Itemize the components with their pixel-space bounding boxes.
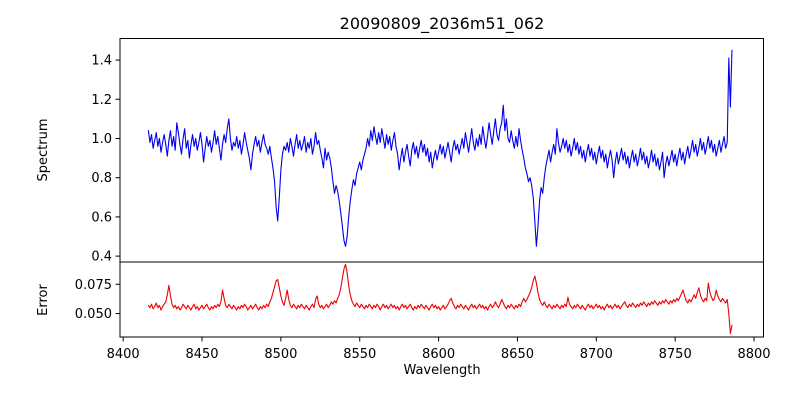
y-axis-label-spectrum: Spectrum xyxy=(36,119,51,182)
x-tick-label: 8750 xyxy=(659,347,692,362)
chart-title: 20090809_2036m51_062 xyxy=(340,14,545,34)
spectrum-line xyxy=(147,49,733,247)
spectrum-y-tick-label: 0.4 xyxy=(91,250,112,265)
x-tick-label: 8700 xyxy=(580,347,613,362)
spectrum-y-tick-label: 1.4 xyxy=(91,54,112,69)
spectrum-y-tick-label: 1.0 xyxy=(91,132,112,147)
error-y-tick-label: 0.050 xyxy=(75,307,112,322)
error-axes-frame xyxy=(119,261,764,338)
spectrum-y-tick-label: 1.2 xyxy=(91,93,112,108)
error-y-tick-label: 0.075 xyxy=(75,278,112,293)
x-tick-label: 8450 xyxy=(185,347,218,362)
x-tick-label: 8650 xyxy=(501,347,534,362)
x-tick-label: 8800 xyxy=(737,347,770,362)
x-tick-label: 8550 xyxy=(343,347,376,362)
spectrum-y-tick-label: 0.8 xyxy=(91,171,112,186)
error-line xyxy=(147,263,733,335)
y-axis-label-error: Error xyxy=(36,284,51,316)
x-tick-label: 8600 xyxy=(422,347,455,362)
spectrum-y-tick-label: 0.6 xyxy=(91,210,112,225)
x-tick-label: 8400 xyxy=(107,347,140,362)
x-tick-label: 8500 xyxy=(264,347,297,362)
spectrum-axes-frame xyxy=(119,38,764,263)
x-axis-label: Wavelength xyxy=(403,363,480,378)
